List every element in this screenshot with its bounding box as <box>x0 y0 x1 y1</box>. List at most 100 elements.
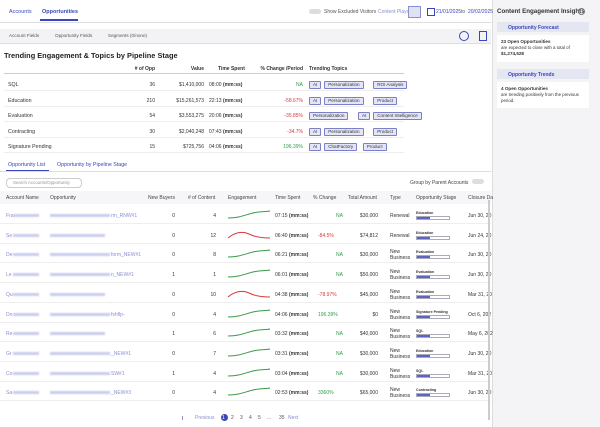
row-line <box>0 321 491 322</box>
opportunity-name[interactable]: form_NEW#1 <box>111 252 142 259</box>
opportunity-name[interactable]: SW#1 <box>111 370 125 377</box>
topic-tag[interactable]: AI <box>309 143 322 151</box>
account-name[interactable]: Gr <box>6 350 12 357</box>
blurred-text <box>50 292 105 296</box>
page-number[interactable]: 2 <box>231 415 234 421</box>
column-header: % Change <box>313 195 337 201</box>
opportunity-name[interactable]: n_NEW#1 <box>111 272 134 279</box>
sparkline <box>227 387 271 396</box>
page-number[interactable]: 4 <box>249 415 252 421</box>
date-from[interactable]: 21/01/2025 <box>436 9 462 15</box>
topic-tag[interactable]: Content Intelligence <box>373 112 422 120</box>
nav-tab[interactable]: Accounts <box>9 9 32 15</box>
page-number[interactable]: 3 <box>240 415 243 421</box>
new-buyers: 1 <box>172 370 175 377</box>
page-number[interactable]: 1 <box>222 415 225 421</box>
account-name[interactable]: Qu <box>6 291 13 298</box>
change: -84.5% <box>318 232 334 239</box>
change: NA <box>336 213 343 219</box>
column-header: # of Opp <box>134 66 155 72</box>
account-name[interactable]: Co <box>6 370 13 377</box>
type: Renewal <box>390 213 410 219</box>
topic-tag[interactable]: Product <box>373 127 398 136</box>
stage-bar <box>416 235 450 240</box>
account-name[interactable]: Fra <box>6 213 14 219</box>
topic-tag[interactable]: AI <box>309 81 322 89</box>
opportunity-name[interactable]: rm_RNW#1 <box>111 213 138 219</box>
content-count: 10 <box>210 291 216 298</box>
new-buyers: 0 <box>172 350 175 357</box>
filter-dropdown[interactable]: Opportunity Fields <box>55 33 93 38</box>
filter-dropdown[interactable]: Segments (0/none) <box>108 33 148 38</box>
list-tab[interactable]: Opportunity List <box>8 162 46 168</box>
account-name[interactable]: Re <box>6 331 13 338</box>
opp-count: 30 <box>149 128 155 135</box>
opp-count: 15 <box>149 144 155 150</box>
row-line <box>0 400 491 401</box>
topic-tag[interactable]: AI <box>309 127 322 136</box>
page-prev[interactable]: Previous <box>195 415 215 421</box>
page-next[interactable]: Next <box>288 415 299 421</box>
list-tab[interactable]: Opportunity by Pipeline Stage <box>57 162 128 168</box>
bookmark-icon <box>479 31 487 41</box>
topic-tag[interactable]: Personalization <box>324 81 364 89</box>
add-icon <box>459 31 469 41</box>
stage-bar <box>416 353 450 358</box>
opportunity-name[interactable]: _NEW#3 <box>111 390 132 397</box>
opportunity-name[interactable]: _NEW#1 <box>111 350 132 357</box>
row-line <box>0 380 491 382</box>
nav-tab[interactable]: Opportunities <box>42 9 79 15</box>
stage-bar <box>416 393 450 398</box>
topic-tag[interactable]: Personalization <box>324 127 364 136</box>
time-unit: (mm:ss) <box>289 232 309 239</box>
column-header: % Change /Period <box>260 66 303 72</box>
time-spent: 04:06 <box>275 311 288 318</box>
blurred-text <box>13 273 39 277</box>
change: NA <box>336 370 343 377</box>
blurred-text <box>50 371 110 375</box>
date-sep: to <box>461 9 466 15</box>
show-excluded[interactable]: Show Excluded Visitors <box>324 9 377 15</box>
topic-tag[interactable]: Personalization <box>324 96 364 105</box>
sparkline <box>227 210 271 219</box>
time: 22:13 <box>209 97 222 104</box>
closure-date: Jun 30, 20 <box>468 350 492 357</box>
account-name[interactable]: Le <box>6 272 12 279</box>
account-name[interactable]: Sa <box>6 390 13 397</box>
content-count: 4 <box>213 370 216 377</box>
topic-tag[interactable]: ROI Analysis <box>373 81 408 89</box>
page-number[interactable]: ... <box>267 415 272 421</box>
page-number[interactable]: 35 <box>279 415 285 421</box>
time-unit: (mm:ss) <box>289 252 309 259</box>
change: NA <box>336 272 343 279</box>
current-page-bg <box>220 413 228 421</box>
date-to[interactable]: 20/02/2025 <box>468 9 494 15</box>
forecast-title: Opportunity Forecast <box>508 25 559 31</box>
content-count: 7 <box>213 350 216 357</box>
topic-tag[interactable]: Product <box>362 143 387 151</box>
page-number[interactable]: 5 <box>258 415 261 421</box>
value: $15,261,573 <box>176 97 204 104</box>
change: -34.7% <box>287 128 303 135</box>
topic-tag[interactable]: ChatFactory <box>324 143 358 151</box>
opportunity-name[interactable]: fshflp- <box>111 311 125 318</box>
topic-tag[interactable]: Personalization <box>309 112 349 120</box>
topic-tag[interactable]: AI <box>358 112 371 120</box>
sparkline <box>227 348 271 357</box>
filter-dropdown[interactable]: Account Fields <box>9 33 40 38</box>
time-spent: 06:40 <box>275 232 288 239</box>
row-line <box>0 301 491 303</box>
search-placeholder[interactable]: Search Accounts/Opportunity <box>13 180 70 185</box>
total-amount: $74,812 <box>359 232 378 239</box>
trends-card <box>497 82 589 108</box>
stage: Signature Pending <box>8 144 52 150</box>
topic-tag[interactable]: AI <box>309 96 322 105</box>
column-header: New Buyers <box>148 195 175 201</box>
content-plays[interactable]: Content Plays <box>378 9 410 15</box>
account-name[interactable]: Se <box>6 232 13 239</box>
new-buyers: 0 <box>172 252 175 259</box>
account-name[interactable]: Do <box>6 311 13 318</box>
topic-tag[interactable]: Product <box>373 96 398 105</box>
account-name[interactable]: De <box>6 252 13 259</box>
type: New Business <box>390 249 411 262</box>
